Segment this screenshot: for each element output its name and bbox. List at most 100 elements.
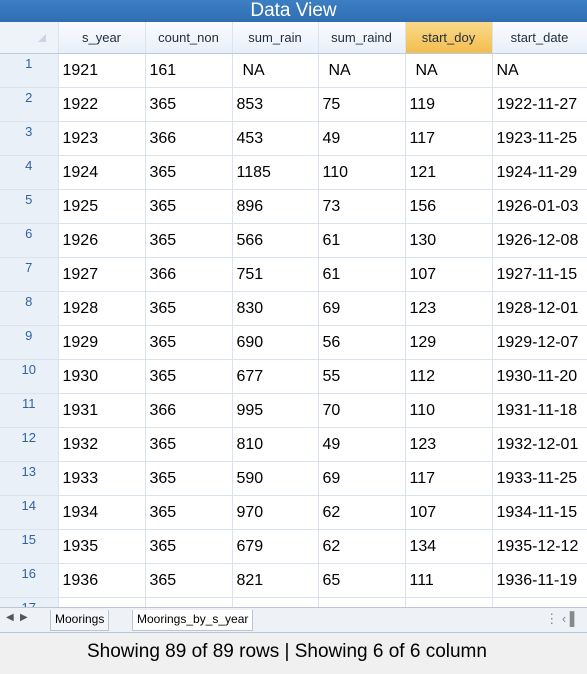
cell-count-non[interactable]: 366	[145, 393, 233, 428]
row-number[interactable]: 13	[0, 461, 59, 496]
cell-start-date[interactable]: 1930-11-20	[492, 359, 587, 394]
row-number[interactable]: 2	[0, 87, 59, 122]
cell-start-date[interactable]: 1928-12-01	[492, 291, 587, 326]
row-number[interactable]: 12	[0, 427, 59, 462]
cell-start-doy[interactable]: 108	[405, 597, 493, 607]
cell-sum-rain[interactable]: 725	[232, 597, 319, 607]
cell-sum-rain[interactable]: 679	[232, 529, 319, 564]
cell-start-date[interactable]: 1929-12-07	[492, 325, 587, 360]
cell-count-non[interactable]: 365	[145, 529, 233, 564]
cell-sum-raind[interactable]: 61	[318, 223, 406, 258]
cell-start-date[interactable]: 1936-11-19	[492, 563, 587, 598]
cell-s-year[interactable]: 1925	[58, 189, 146, 224]
cell-count-non[interactable]: 365	[145, 597, 233, 607]
row-number[interactable]: 16	[0, 563, 59, 598]
sheet-tab-moorings-by-s-year[interactable]: Moorings_by_s_year	[132, 610, 254, 631]
cell-sum-rain[interactable]: 896	[232, 189, 319, 224]
cell-start-doy[interactable]: 117	[405, 461, 493, 496]
cell-start-doy[interactable]: 110	[405, 393, 493, 428]
cell-start-date[interactable]: 1927-11-15	[492, 257, 587, 292]
cell-start-date[interactable]: 1926-12-08	[492, 223, 587, 258]
table-row[interactable]: 9 1929 365 690 56 129 1929-12-07	[0, 325, 587, 360]
cell-sum-raind[interactable]: 66	[318, 597, 406, 607]
row-number[interactable]: 1	[0, 53, 59, 88]
cell-count-non[interactable]: 366	[145, 257, 233, 292]
cell-count-non[interactable]: 365	[145, 563, 233, 598]
cell-start-doy[interactable]: 156	[405, 189, 493, 224]
cell-sum-raind[interactable]: 110	[318, 155, 406, 190]
data-grid[interactable]: s_year count_non sum_rain sum_raind star…	[0, 22, 587, 607]
row-number[interactable]: 9	[0, 325, 59, 360]
cell-sum-rain[interactable]: 810	[232, 427, 319, 462]
row-number[interactable]: 15	[0, 529, 59, 564]
row-number[interactable]: 5	[0, 189, 59, 224]
row-number[interactable]: 7	[0, 257, 59, 292]
cell-s-year[interactable]: 1926	[58, 223, 146, 258]
table-row[interactable]: 171937365725661081937-11-16	[0, 597, 587, 607]
cell-s-year[interactable]: 1932	[58, 427, 146, 462]
cell-sum-rain[interactable]: 995	[232, 393, 319, 428]
table-row[interactable]: 3 1923 366 453 49 117 1923-11-25	[0, 121, 587, 156]
cell-s-year[interactable]: 1931	[58, 393, 146, 428]
cell-start-doy[interactable]: 107	[405, 257, 493, 292]
cell-s-year[interactable]: 1936	[58, 563, 146, 598]
column-header-start-doy[interactable]: start_doy	[405, 22, 493, 54]
cell-start-date[interactable]: 1934-11-15	[492, 495, 587, 530]
cell-start-doy[interactable]: 119	[405, 87, 493, 122]
cell-count-non[interactable]: 365	[145, 291, 233, 326]
table-row[interactable]: 2 1922 365 853 75 119 1922-11-27	[0, 87, 587, 122]
scroll-tabs-right-icon[interactable]: ▶	[20, 612, 28, 623]
column-header-start-date[interactable]: start_date	[492, 22, 587, 54]
table-row[interactable]: 4 1924 365 1185 110 121 1924-11-29	[0, 155, 587, 190]
cell-sum-rain[interactable]: 970	[232, 495, 319, 530]
row-number[interactable]: 4	[0, 155, 59, 190]
row-number[interactable]: 11	[0, 393, 59, 428]
table-row[interactable]: 14 1934 365 970 62 107 1934-11-15	[0, 495, 587, 530]
cell-start-date[interactable]: 1923-11-25	[492, 121, 587, 156]
row-number[interactable]: 17	[0, 597, 59, 607]
cell-start-doy[interactable]: NA	[405, 53, 493, 88]
cell-count-non[interactable]: 365	[145, 427, 233, 462]
cell-sum-raind[interactable]: 56	[318, 325, 406, 360]
cell-start-doy[interactable]: 123	[405, 427, 493, 462]
table-row[interactable]: 11 1931 366 995 70 110 1931-11-18	[0, 393, 587, 428]
cell-sum-raind[interactable]: 61	[318, 257, 406, 292]
cell-count-non[interactable]: 365	[145, 87, 233, 122]
cell-start-date[interactable]: 1935-12-12	[492, 529, 587, 564]
row-number[interactable]: 3	[0, 121, 59, 156]
cell-sum-raind[interactable]: 55	[318, 359, 406, 394]
cell-count-non[interactable]: 161	[145, 53, 233, 88]
table-row[interactable]: 10 1930 365 677 55 112 1930-11-20	[0, 359, 587, 394]
cell-start-date[interactable]: 1924-11-29	[492, 155, 587, 190]
cell-sum-rain[interactable]: 1185	[232, 155, 319, 190]
cell-start-date[interactable]: 1926-01-03	[492, 189, 587, 224]
cell-count-non[interactable]: 365	[145, 155, 233, 190]
cell-count-non[interactable]: 365	[145, 359, 233, 394]
scroll-tabs-left-icon[interactable]: ◀	[6, 612, 14, 623]
cell-start-doy[interactable]: 123	[405, 291, 493, 326]
cell-start-doy[interactable]: 121	[405, 155, 493, 190]
cell-sum-rain[interactable]: 853	[232, 87, 319, 122]
cell-start-date[interactable]: 1933-11-25	[492, 461, 587, 496]
cell-sum-raind[interactable]: 49	[318, 121, 406, 156]
table-row[interactable]: 12 1932 365 810 49 123 1932-12-01	[0, 427, 587, 462]
cell-count-non[interactable]: 365	[145, 495, 233, 530]
table-row[interactable]: 1 1921 161 NA NA NA NA	[0, 53, 587, 88]
sheet-tab-moorings[interactable]: Moorings	[50, 610, 110, 631]
table-row[interactable]: 16 1936 365 821 65 111 1936-11-19	[0, 563, 587, 598]
cell-start-doy[interactable]: 111	[405, 563, 493, 598]
cell-start-doy[interactable]: 129	[405, 325, 493, 360]
cell-sum-raind[interactable]: 65	[318, 563, 406, 598]
cell-count-non[interactable]: 365	[145, 189, 233, 224]
cell-sum-rain[interactable]: 751	[232, 257, 319, 292]
cell-sum-raind[interactable]: 62	[318, 495, 406, 530]
row-number[interactable]: 14	[0, 495, 59, 530]
column-header-s-year[interactable]: s_year	[58, 22, 146, 54]
cell-sum-raind[interactable]: 69	[318, 291, 406, 326]
cell-sum-raind[interactable]: 75	[318, 87, 406, 122]
cell-s-year[interactable]: 1927	[58, 257, 146, 292]
cell-sum-rain[interactable]: 690	[232, 325, 319, 360]
cell-start-date[interactable]: 1922-11-27	[492, 87, 587, 122]
cell-count-non[interactable]: 365	[145, 325, 233, 360]
cell-count-non[interactable]: 365	[145, 461, 233, 496]
